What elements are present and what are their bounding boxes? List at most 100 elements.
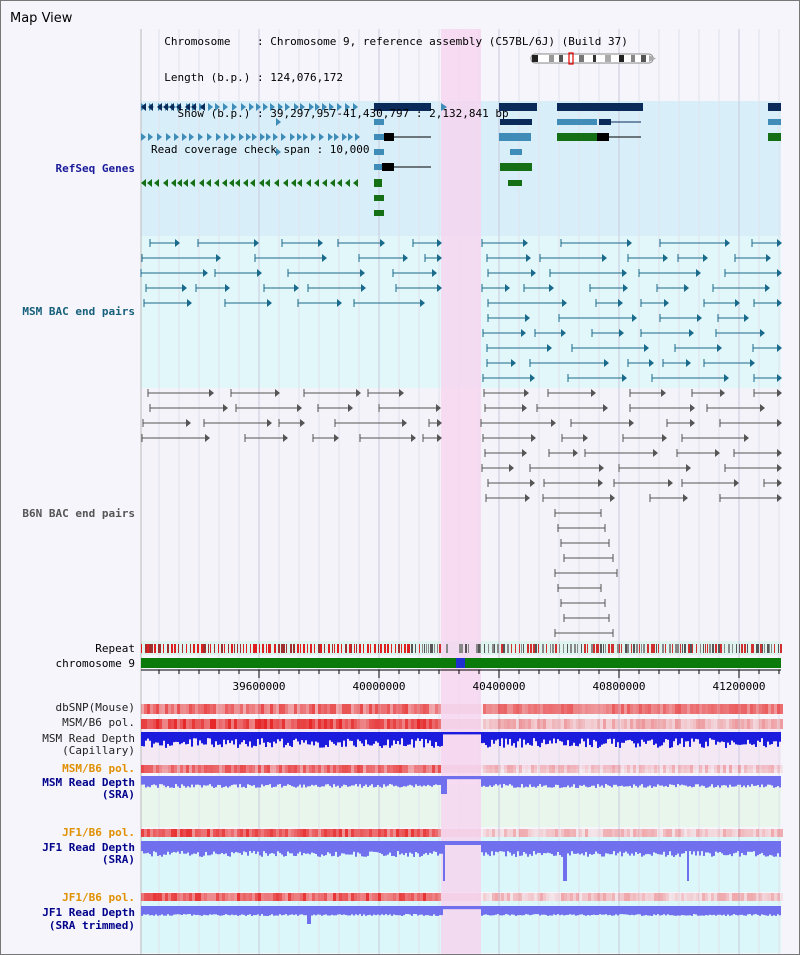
jf1-pol-trim-heat <box>426 893 429 901</box>
msm-capillary-depth-bar <box>253 732 255 746</box>
repeat-element <box>154 644 156 653</box>
dbsnp-heat <box>429 704 432 714</box>
jf1-pol-trim-heat <box>144 893 147 901</box>
jf1-sra-depth-bar <box>157 841 159 856</box>
jf1-trim-depth-bar <box>425 906 427 916</box>
jf1-pol-heat <box>495 829 498 837</box>
jf1-pol-trim-heat <box>300 893 303 901</box>
gene-strand-arrow <box>189 133 194 141</box>
jf1-pol-trim-heat <box>525 893 528 901</box>
repeat-element <box>281 644 283 653</box>
jf1-sra-depth-bar <box>361 841 363 857</box>
msm-capillary-depth-bar <box>465 732 467 735</box>
msm-sra-depth-bar <box>439 776 441 785</box>
jf1-trim-depth-bar <box>775 906 777 916</box>
jf1-trim-depth-bar <box>451 906 453 910</box>
dbsnp-heat <box>684 704 687 714</box>
msm-read-depth-sra-label[interactable]: MSM Read Depth <box>42 776 135 789</box>
msm-sra-depth-bar <box>707 776 709 788</box>
jf1-pol-trim-heat <box>738 893 741 901</box>
msm-pol-heat <box>333 719 336 729</box>
msm-sra-depth-bar <box>591 776 593 786</box>
chromosome-label[interactable]: chromosome 9 <box>56 657 135 670</box>
jf1-b6-pol-label[interactable]: JF1/B6 pol. <box>62 826 135 839</box>
msm-pol-sra-heat <box>744 765 747 773</box>
jf1-read-depth-sra-label[interactable]: JF1 Read Depth <box>42 841 135 854</box>
msm-pol-heat <box>501 719 504 729</box>
jf1-trim-depth-bar <box>209 906 211 915</box>
msm-sra-depth-bar <box>405 776 407 787</box>
msm-capillary-depth-bar <box>593 732 595 740</box>
msm-sra-depth-bar <box>213 776 215 788</box>
dbsnp-heat <box>609 704 612 714</box>
msm-bac-end-pairs-label[interactable]: MSM BAC end pairs <box>22 305 135 318</box>
chromosome-ideogram[interactable] <box>530 52 656 65</box>
ideogram-position-marker[interactable] <box>568 52 574 65</box>
jf1-sra-depth-bar <box>325 841 327 856</box>
msm-pol-heat <box>468 719 471 729</box>
page-title: Map View <box>10 11 73 26</box>
jf1-trim-depth-bar <box>143 906 145 915</box>
gene-strand-arrow <box>250 179 255 187</box>
jf1-sra-depth-bar <box>763 841 765 856</box>
msm-pol-heat <box>330 719 333 729</box>
msm-read-depth-capillary-label[interactable]: MSM Read Depth <box>42 732 135 745</box>
jf1-trim-depth-bar <box>571 906 573 915</box>
msm-pol-sra-heat <box>510 765 513 773</box>
dbsnp-heat <box>189 704 192 714</box>
msm-pol-heat <box>180 719 183 729</box>
jf1-trim-depth-bar <box>577 906 579 916</box>
msm-capillary-depth-bar <box>191 732 193 747</box>
msm-capillary-depth-bar <box>719 732 721 743</box>
repeat-label[interactable]: Repeat <box>95 642 135 655</box>
gene-strand-arrow <box>141 179 146 187</box>
msm-pol-heat <box>543 719 546 729</box>
b6n-bac-end-pairs-label[interactable]: B6N BAC end pairs <box>22 507 135 520</box>
msm-pol-sra-heat <box>198 765 201 773</box>
dbsnp-label[interactable]: dbSNP(Mouse) <box>56 701 135 714</box>
msm-b6-pol-label[interactable]: MSM/B6 pol. <box>62 716 135 729</box>
jf1-sra-depth-bar <box>525 841 527 854</box>
jf1-trim-depth-bar <box>319 906 321 915</box>
msm-pol-heat <box>570 719 573 729</box>
msm-pol-heat <box>498 719 501 729</box>
dbsnp-heat <box>651 704 654 714</box>
jf1-sra-depth-bar <box>503 841 505 852</box>
refseq-genes-label[interactable]: RefSeq Genes <box>56 162 135 175</box>
jf1-read-depth-trim-label[interactable]: JF1 Read Depth <box>42 906 135 919</box>
msm-pol-heat <box>438 719 441 729</box>
jf1-b6-pol-trim-label[interactable]: JF1/B6 pol. <box>62 891 135 904</box>
msm-sra-depth-bar <box>157 776 159 788</box>
msm-pol-heat <box>345 719 348 729</box>
jf1-pol-heat <box>237 829 240 837</box>
jf1-trim-depth-bar <box>701 906 703 916</box>
dbsnp-heat <box>546 704 549 714</box>
msm-pol-heat <box>270 719 273 729</box>
jf1-pol-heat <box>177 829 180 837</box>
jf1-pol-heat <box>372 829 375 837</box>
jf1-pol-heat <box>315 829 318 837</box>
dbsnp-heat <box>417 704 420 714</box>
repeat-element <box>519 644 520 653</box>
msm-capillary-depth-bar <box>419 732 421 742</box>
msm-b6-pol-sra-label[interactable]: MSM/B6 pol. <box>62 762 135 775</box>
msm-pol-sra-heat <box>342 765 345 773</box>
b6n-bac-pair-end <box>777 464 782 472</box>
msm-sra-depth-bar <box>515 776 517 788</box>
jf1-pol-trim-heat <box>654 893 657 901</box>
msm-sra-depth-bar <box>747 776 749 786</box>
msm-sra-depth-bar <box>245 776 247 788</box>
msm-capillary-depth-bar <box>385 732 387 746</box>
jf1-trim-depth-bar <box>769 906 771 915</box>
msm-sra-depth-bar <box>259 776 261 788</box>
jf1-sra-depth-bar <box>493 841 495 856</box>
jf1-trim-depth-bar <box>765 906 767 916</box>
msm-capillary-depth-bar <box>771 732 773 745</box>
jf1-trim-depth-bar <box>561 906 563 915</box>
jf1-sra-depth-bar <box>177 841 179 852</box>
msm-sra-depth-bar <box>167 776 169 786</box>
gene-strand-arrow <box>322 103 327 111</box>
jf1-sra-depth-bar <box>181 841 183 852</box>
jf1-pol-heat <box>708 829 711 837</box>
